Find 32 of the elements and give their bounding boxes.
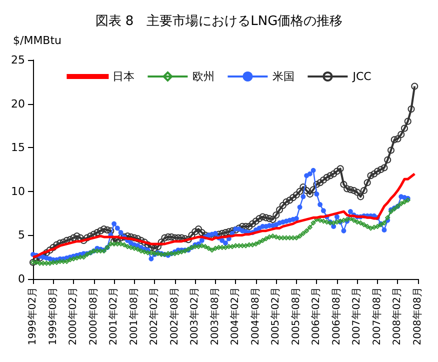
y-tick-label: 0 xyxy=(18,272,25,286)
legend-label: 米国 xyxy=(272,70,295,83)
legend-label: 欧州 xyxy=(192,70,215,83)
x-tick-label: 2002年02月 xyxy=(148,287,160,346)
y-tick-label: 15 xyxy=(10,141,25,154)
legend-label: JCC xyxy=(352,70,372,83)
y-tick-label: 10 xyxy=(10,184,25,198)
x-tick-label: 2000年02月 xyxy=(67,287,80,346)
x-tick-label: 2006年02月 xyxy=(310,287,322,346)
x-tick-label: 2006年08月 xyxy=(330,287,342,346)
x-tick-label: 2005年02月 xyxy=(270,287,282,346)
x-tick-label: 2007年08月 xyxy=(370,287,383,346)
legend-label: 日本 xyxy=(112,70,135,83)
x-tick-label: 2008年08月 xyxy=(412,287,424,346)
x-tick-label: 2007年02月 xyxy=(350,287,363,346)
y-axis-title: $/MMBtu xyxy=(12,34,62,47)
x-tick-label: 2008年02月 xyxy=(391,287,404,346)
x-tick-label: 2002年08月 xyxy=(168,287,180,346)
y-tick-label: 5 xyxy=(18,228,25,242)
x-tick-label: 2003年08月 xyxy=(208,287,221,346)
x-tick-label: 1999年02月 xyxy=(26,287,38,346)
y-tick-label: 20 xyxy=(10,97,25,110)
x-tick-label: 2003年02月 xyxy=(188,287,201,346)
x-tick-label: 2004年02月 xyxy=(229,287,242,346)
x-tick-label: 2000年08月 xyxy=(87,287,100,346)
x-tick-label: 1999年08月 xyxy=(46,287,59,346)
chart-title: 図表 8 主要市場におけるLNG価格の推移 xyxy=(95,13,343,29)
x-tick-label: 2004年08月 xyxy=(249,287,262,346)
x-tick-label: 2001年08月 xyxy=(128,287,140,346)
y-tick-label: 25 xyxy=(10,54,25,66)
x-tick-label: 2005年08月 xyxy=(290,287,302,346)
x-tick-label: 2001年02月 xyxy=(108,287,120,346)
